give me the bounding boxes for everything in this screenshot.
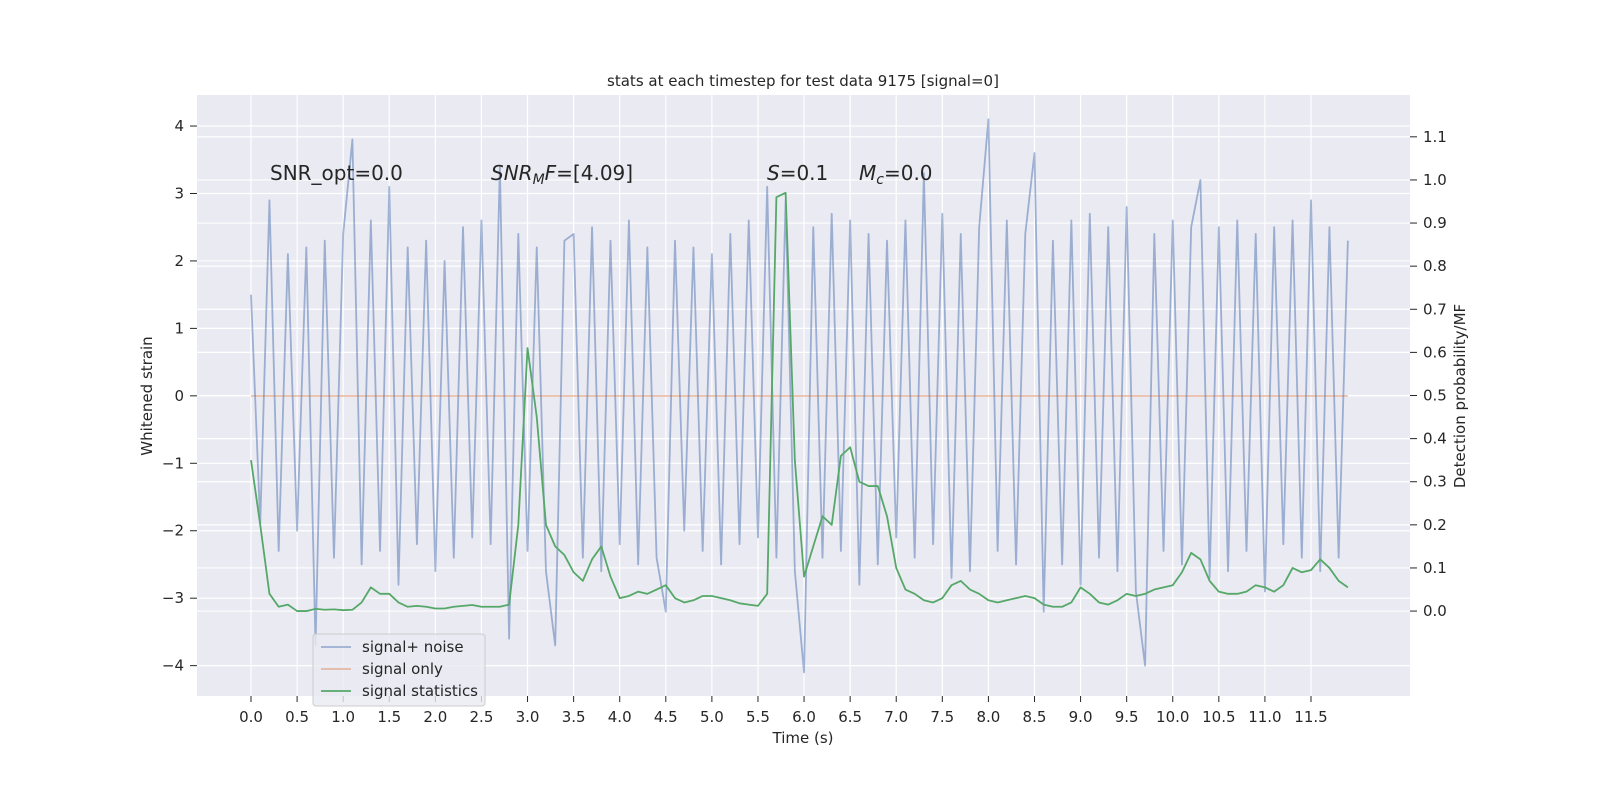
annotation: SNRMF=[4.09] (491, 161, 633, 188)
x-tick-label: 3.0 (516, 708, 540, 726)
y-tick-label: −3 (162, 589, 184, 607)
series-line (250, 191, 1349, 612)
y-tick-label: −4 (162, 657, 184, 675)
legend-box (312, 633, 486, 707)
y2-tick-label: 0.6 (1423, 343, 1447, 361)
y2-tick-label: 0.5 (1423, 387, 1447, 405)
x-tick-label: 4.0 (608, 708, 632, 726)
x-tick-label: 11.0 (1248, 708, 1281, 726)
y2-axis-label: Detection probability/MF (1451, 304, 1469, 488)
y2-tick-label: 0.9 (1423, 214, 1447, 232)
y2-tick-label: 0.3 (1423, 473, 1447, 491)
x-tick-label: 2.0 (423, 708, 447, 726)
annotation-part: F (545, 161, 557, 185)
y-tick-label: 3 (174, 184, 184, 202)
x-tick-label: 1.0 (331, 708, 355, 726)
annotation-part: M (533, 172, 545, 188)
x-tick-label: 7.0 (884, 708, 908, 726)
x-tick-label: 6.0 (792, 708, 816, 726)
annotation-part: =[4.09] (556, 161, 633, 185)
annotation-part: S (767, 161, 780, 185)
x-axis-label: Time (s) (772, 729, 834, 747)
y-tick-label: 4 (174, 117, 184, 135)
x-tick-label: 5.0 (700, 708, 724, 726)
legend-label: signal only (362, 660, 443, 678)
y2-tick-label: 0.8 (1423, 257, 1447, 275)
x-tick-label: 6.5 (838, 708, 862, 726)
y2-tick-label: 0.0 (1423, 602, 1447, 620)
x-tick-label: 8.0 (976, 708, 1000, 726)
x-tick-label: 10.5 (1202, 708, 1235, 726)
y2-tick-label: 1.1 (1423, 128, 1447, 146)
x-tick-label: 10.0 (1156, 708, 1189, 726)
y-tick-label: −2 (162, 522, 184, 540)
x-tick-label: 1.5 (377, 708, 401, 726)
y2-tick-label: 0.4 (1423, 430, 1447, 448)
x-tick-label: 2.5 (470, 708, 494, 726)
y-tick-label: −1 (162, 454, 184, 472)
x-tick-label: 4.5 (654, 708, 678, 726)
x-tick-label: 0.5 (285, 708, 309, 726)
annotation-part: SNR (491, 161, 533, 185)
y-tick-label: 0 (174, 387, 184, 405)
y-tick-label: 1 (174, 319, 184, 337)
annotation: Mc=0.0 (859, 161, 933, 188)
y2-tick-label: 1.0 (1423, 171, 1447, 189)
y2-tick-label: 0.2 (1423, 516, 1447, 534)
y2-tick-label: 0.1 (1423, 559, 1447, 577)
x-tick-label: 11.5 (1294, 708, 1327, 726)
y2-tick-label: 0.7 (1423, 300, 1447, 318)
y-tick-label: 2 (174, 252, 184, 270)
x-tick-label: 9.0 (1069, 708, 1093, 726)
y-axis-label: Whitened strain (138, 336, 156, 455)
annotation: SNR_opt=0.0 (270, 161, 403, 185)
legend-label: signal statistics (362, 682, 478, 700)
x-tick-label: 5.5 (746, 708, 770, 726)
series-line (250, 118, 1349, 674)
annotation-part: =0.1 (780, 161, 829, 185)
x-tick-label: 7.5 (930, 708, 954, 726)
x-tick-label: 8.5 (1023, 708, 1047, 726)
x-tick-label: 0.0 (239, 708, 263, 726)
annotation-part: c (876, 172, 884, 188)
x-tick-label: 9.5 (1115, 708, 1139, 726)
x-tick-label: 3.5 (562, 708, 586, 726)
annotation: S=0.1 (767, 161, 828, 185)
chart-title: stats at each timestep for test data 917… (607, 72, 999, 90)
annotation-part: M (859, 161, 876, 185)
legend-label: signal+ noise (362, 638, 464, 656)
annotation-part: SNR_opt=0.0 (270, 161, 403, 185)
annotation-part: =0.0 (884, 161, 933, 185)
